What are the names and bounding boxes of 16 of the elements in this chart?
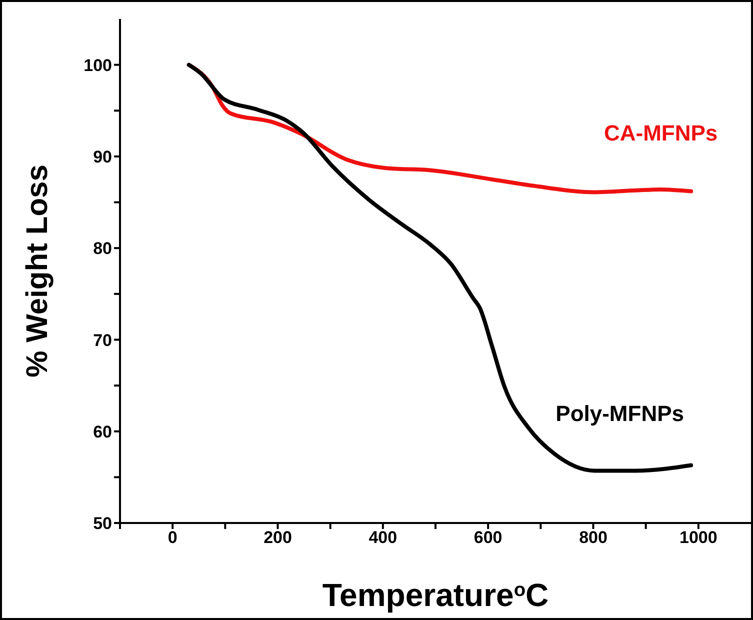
x-tick-label: 0 (168, 528, 178, 548)
y-tick-label: 50 (93, 514, 112, 534)
text: CA-MFNPs (604, 120, 718, 146)
y-tick-label: 70 (93, 330, 112, 350)
series-label: Poly-MFNPs (556, 400, 684, 426)
x-tick-label: 600 (474, 528, 502, 548)
y-tick-label: 90 (93, 147, 112, 166)
y-tick-label: 80 (93, 239, 112, 258)
x-tick-label: 1000 (680, 528, 718, 548)
x-axis-title: Temperature$^{o}$C (322, 577, 549, 613)
x-tick-label: 400 (368, 528, 398, 548)
y-tick-label: 60 (93, 422, 112, 442)
y-tick-label: 100 (84, 56, 112, 75)
x-tick-label: 200 (264, 528, 292, 548)
x-tick-label: 800 (579, 528, 608, 548)
y-axis-title: % Weight Loss (21, 164, 54, 378)
